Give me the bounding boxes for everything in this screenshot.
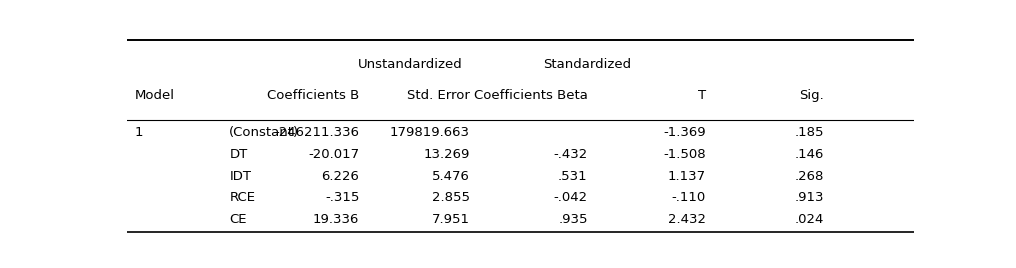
Text: Std. Error: Std. Error xyxy=(406,89,469,102)
Text: Coefficients B: Coefficients B xyxy=(267,89,360,102)
Text: Coefficients Beta: Coefficients Beta xyxy=(473,89,587,102)
Text: 13.269: 13.269 xyxy=(423,148,469,161)
Text: Model: Model xyxy=(135,89,175,102)
Text: .935: .935 xyxy=(558,213,587,226)
Text: CE: CE xyxy=(230,213,247,226)
Text: Sig.: Sig. xyxy=(800,89,824,102)
Text: .531: .531 xyxy=(558,170,587,183)
Text: Unstandardized: Unstandardized xyxy=(358,58,463,71)
Text: Standardized: Standardized xyxy=(544,58,632,71)
Text: -1.508: -1.508 xyxy=(663,148,706,161)
Text: .146: .146 xyxy=(795,148,824,161)
Text: .913: .913 xyxy=(795,191,824,204)
Text: RCE: RCE xyxy=(230,191,255,204)
Text: .024: .024 xyxy=(795,213,824,226)
Text: -20.017: -20.017 xyxy=(308,148,360,161)
Text: IDT: IDT xyxy=(230,170,251,183)
Text: -.315: -.315 xyxy=(325,191,360,204)
Text: -.110: -.110 xyxy=(672,191,706,204)
Text: T: T xyxy=(698,89,706,102)
Text: 5.476: 5.476 xyxy=(432,170,469,183)
Text: -1.369: -1.369 xyxy=(663,126,706,139)
Text: 7.951: 7.951 xyxy=(432,213,469,226)
Text: 179819.663: 179819.663 xyxy=(389,126,469,139)
Text: 6.226: 6.226 xyxy=(321,170,360,183)
Text: 19.336: 19.336 xyxy=(313,213,360,226)
Text: 2.432: 2.432 xyxy=(668,213,706,226)
Text: .185: .185 xyxy=(795,126,824,139)
Text: DT: DT xyxy=(230,148,248,161)
Text: 2.855: 2.855 xyxy=(432,191,469,204)
Text: (Constant): (Constant) xyxy=(230,126,300,139)
Text: -246211.336: -246211.336 xyxy=(274,126,360,139)
Text: 1: 1 xyxy=(135,126,143,139)
Text: -.432: -.432 xyxy=(554,148,587,161)
Text: .268: .268 xyxy=(795,170,824,183)
Text: 1.137: 1.137 xyxy=(668,170,706,183)
Text: -.042: -.042 xyxy=(554,191,587,204)
